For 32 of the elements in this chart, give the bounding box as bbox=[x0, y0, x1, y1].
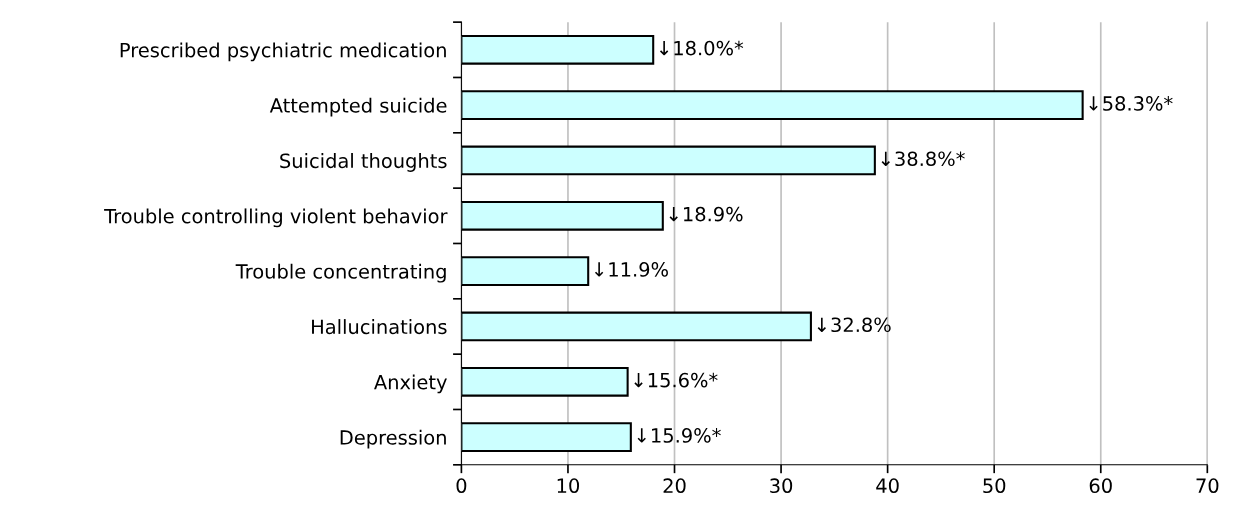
data-label: ↓32.8% bbox=[817, 317, 891, 333]
bar bbox=[461, 256, 590, 287]
bar bbox=[461, 145, 876, 176]
bar bbox=[461, 200, 664, 231]
bar bbox=[461, 366, 629, 397]
x-tick-label: 40 bbox=[876, 478, 899, 494]
data-label: ↓18.9% bbox=[669, 206, 743, 222]
x-tick-label: 30 bbox=[770, 478, 793, 494]
bar bbox=[461, 422, 632, 453]
y-tick-label: Trouble controlling violent behavior bbox=[104, 208, 448, 228]
bar bbox=[461, 90, 1084, 121]
y-tick-label: Trouble concentrating bbox=[235, 263, 446, 283]
y-tick-label: Hallucinations bbox=[312, 319, 447, 335]
data-label: ↓58.3%* bbox=[1089, 96, 1173, 111]
x-tick-label: 70 bbox=[1196, 478, 1219, 494]
x-tick-label: 0 bbox=[456, 478, 467, 494]
data-label: ↓38.8%* bbox=[881, 151, 965, 167]
x-tick-label: 50 bbox=[983, 478, 1006, 494]
bar bbox=[461, 311, 812, 342]
y-tick-label: Depression bbox=[340, 429, 446, 449]
y-tick-label: Attempted suicide bbox=[269, 97, 447, 117]
y-tick-label: Suicidal thoughts bbox=[280, 153, 447, 172]
data-label: ↓15.6%* bbox=[634, 372, 718, 388]
x-tick-label: 20 bbox=[663, 478, 686, 494]
data-label: ↓15.9%* bbox=[637, 428, 721, 443]
x-tick-label: 60 bbox=[1089, 478, 1112, 494]
y-tick-label: Anxiety bbox=[374, 374, 447, 394]
data-label: ↓18.0%* bbox=[659, 40, 744, 56]
bar bbox=[461, 34, 655, 65]
x-tick-label: 10 bbox=[557, 478, 580, 494]
y-tick-label: Prescribed psychiatric medication bbox=[120, 42, 446, 62]
data-label: ↓11.9% bbox=[594, 262, 668, 277]
